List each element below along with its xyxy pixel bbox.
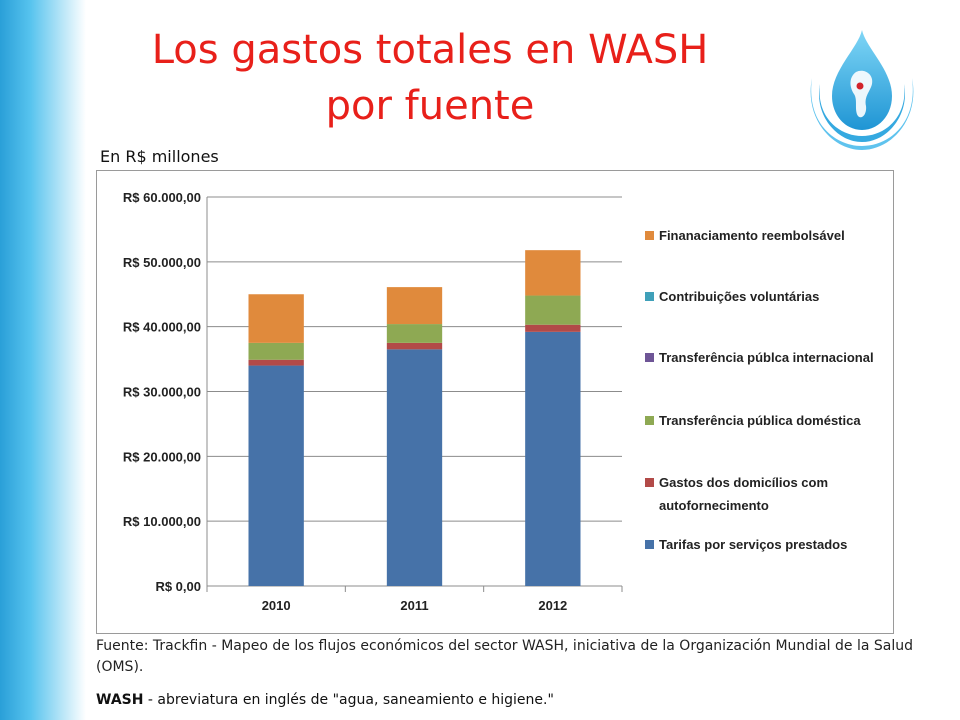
y-tick-label: R$ 40.000,00: [123, 320, 201, 335]
wash-definition-text: - abreviatura en inglés de "agua, saneam…: [143, 692, 554, 708]
legend-label: Tarifas por serviços prestados: [659, 537, 847, 552]
legend-swatch: [645, 416, 654, 425]
y-tick-label: R$ 30.000,00: [123, 385, 201, 400]
bar-segment: [525, 331, 581, 586]
bar-segment: [386, 349, 443, 586]
y-tick-label: R$ 20.000,00: [123, 449, 201, 464]
y-tick-label: R$ 0,00: [155, 579, 201, 594]
wash-definition: WASH - abreviatura en inglés de "agua, s…: [96, 692, 554, 708]
units-label: En R$ millones: [100, 147, 219, 166]
bar-segment: [525, 324, 581, 332]
side-decoration-band: [0, 0, 86, 720]
legend-swatch: [645, 292, 654, 301]
legend-label: Finanaciamento reembolsável: [659, 228, 845, 243]
wash-abbreviation: WASH: [96, 692, 144, 708]
legend-label: Contribuições voluntárias: [659, 289, 819, 304]
bar-segment: [248, 365, 304, 586]
bar-segment: [525, 250, 581, 296]
x-tick-label: 2010: [262, 598, 291, 613]
legend-label: autofornecimento: [659, 498, 769, 513]
bar-segment: [386, 324, 443, 343]
legend-swatch: [645, 231, 654, 240]
legend-label: Transferência pública doméstica: [659, 413, 861, 428]
legend-swatch: [645, 540, 654, 549]
y-tick-label: R$ 10.000,00: [123, 514, 201, 529]
x-tick-label: 2011: [400, 598, 428, 613]
legend-swatch: [645, 478, 654, 487]
stacked-bar-chart: R$ 0,00 R$ 10.000,00 R$ 20.000,00 R$ 30.000…: [123, 190, 874, 613]
x-tick-label: 2012: [538, 598, 567, 613]
legend-label: Transferência públca internacional: [659, 350, 874, 365]
bar-segment: [386, 342, 443, 350]
y-tick-label: R$ 60.000,00: [123, 190, 201, 205]
slide-title: Los gastos totales en WASH por fuente: [100, 22, 760, 134]
chart-frame: R$ 0,00 R$ 10.000,00 R$ 20.000,00 R$ 30.000…: [96, 170, 894, 634]
bar-segment: [248, 342, 304, 360]
source-note: Fuente: Trackfin - Mapeo de los flujos e…: [96, 638, 913, 675]
bar-segment: [386, 287, 443, 325]
legend-label: Gastos dos domicílios com: [659, 475, 828, 490]
y-tick-label: R$ 50.000,00: [123, 255, 201, 270]
water-drop-globe-icon: [810, 30, 914, 150]
bar-segment: [248, 359, 304, 366]
title-line-1: Los gastos totales en WASH: [151, 27, 709, 73]
legend-swatch: [645, 353, 654, 362]
bar-segment: [248, 294, 304, 343]
title-line-2: por fuente: [325, 83, 535, 129]
bar-segment: [525, 295, 581, 325]
